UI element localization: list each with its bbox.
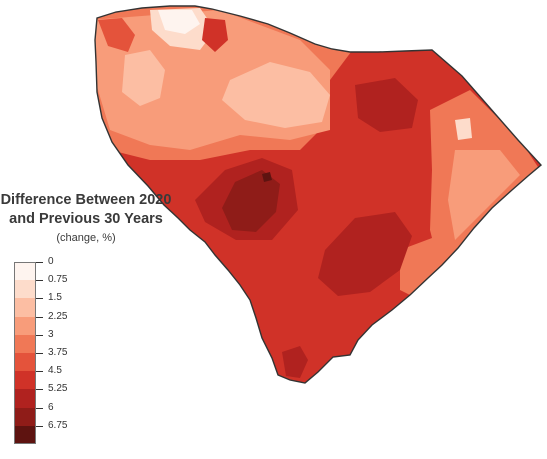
legend-tick-label: 2.25	[48, 310, 68, 322]
legend-tick-label: 3.75	[48, 347, 68, 358]
legend-tick-label: 0.75	[48, 274, 68, 286]
legend-tick-label: 6	[48, 401, 54, 413]
legend-swatch	[14, 389, 36, 408]
legend-frame	[14, 262, 36, 444]
legend-subtitle: (change, %)	[56, 232, 116, 244]
legend-title-line1: Difference Between 2020	[0, 192, 172, 208]
legend-tick-label: 3	[48, 328, 54, 340]
legend-tick	[36, 316, 43, 318]
legend-swatch	[14, 334, 36, 353]
legend-tick-label: 5.25	[48, 383, 68, 395]
legend-swatch	[14, 425, 36, 444]
legend-swatch	[14, 280, 36, 299]
legend-tick	[36, 280, 43, 282]
legend-tick	[36, 262, 43, 263]
legend-swatch	[14, 316, 36, 335]
legend-swatch	[14, 371, 36, 390]
legend-tick-label: 6.75	[48, 419, 68, 431]
legend-tick	[36, 389, 43, 391]
legend-tick-label: 1.5	[48, 292, 62, 304]
legend-tick	[36, 371, 43, 373]
legend-tick	[36, 407, 43, 409]
legend-swatch	[14, 407, 36, 426]
legend-tick-label: 0	[48, 256, 54, 267]
legend-swatch	[14, 262, 36, 281]
legend-tick	[36, 353, 43, 354]
legend-title-line2: and Previous 30 Years	[9, 211, 163, 227]
legend-swatch	[14, 353, 36, 372]
legend-tick-label: 4.5	[48, 365, 62, 377]
legend-tick	[36, 425, 43, 427]
legend-tick	[36, 298, 43, 300]
legend-tick	[36, 334, 43, 336]
legend-swatch	[14, 298, 36, 317]
